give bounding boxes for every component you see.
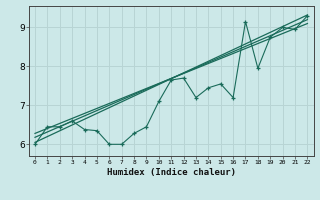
X-axis label: Humidex (Indice chaleur): Humidex (Indice chaleur) xyxy=(107,168,236,177)
